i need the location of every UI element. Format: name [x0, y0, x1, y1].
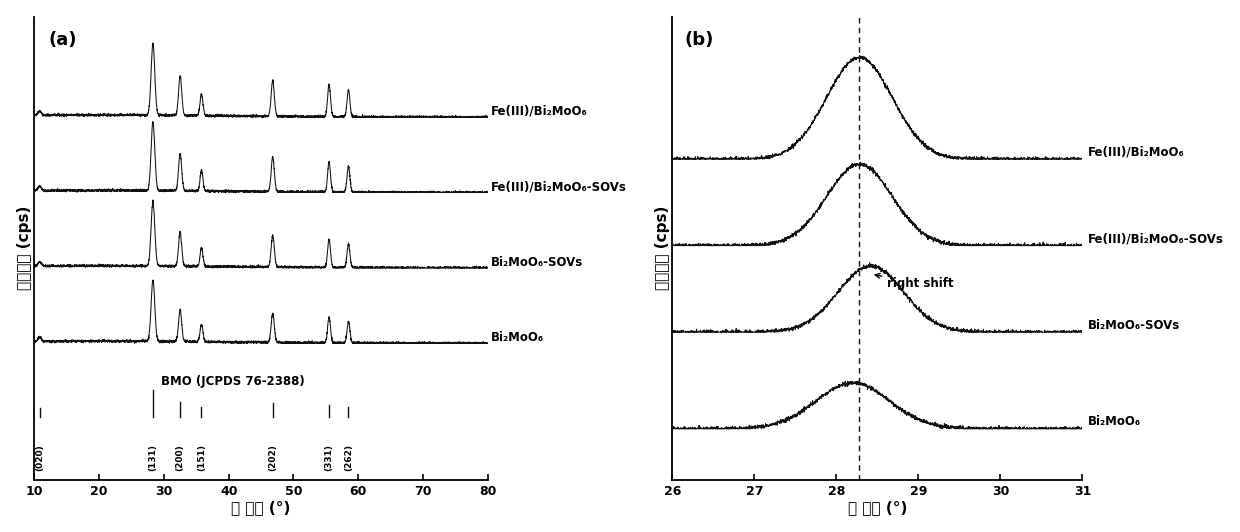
- Text: Fe(III)/Bi₂MoO₆-SOVs: Fe(III)/Bi₂MoO₆-SOVs: [491, 180, 626, 193]
- Text: (020): (020): [35, 444, 45, 470]
- Text: (262): (262): [343, 444, 353, 471]
- Text: (202): (202): [268, 444, 278, 471]
- X-axis label: 衍 射角 (°): 衍 射角 (°): [232, 500, 290, 516]
- Text: Bi₂MoO₆-SOVs: Bi₂MoO₆-SOVs: [1087, 319, 1179, 331]
- Text: Fe(III)/Bi₂MoO₆: Fe(III)/Bi₂MoO₆: [1087, 146, 1184, 159]
- Y-axis label: 衍射强度 (cps): 衍射强度 (cps): [655, 206, 670, 290]
- Text: (151): (151): [197, 444, 206, 471]
- Text: (200): (200): [176, 444, 185, 470]
- Text: Fe(III)/Bi₂MoO₆-SOVs: Fe(III)/Bi₂MoO₆-SOVs: [1087, 232, 1224, 245]
- Text: Bi₂MoO₆: Bi₂MoO₆: [1087, 415, 1141, 428]
- Text: (131): (131): [149, 444, 157, 471]
- Text: BMO (JCPDS 76-2388): BMO (JCPDS 76-2388): [161, 375, 305, 388]
- X-axis label: 衍 射角 (°): 衍 射角 (°): [848, 500, 908, 516]
- Text: (b): (b): [684, 30, 714, 48]
- Text: right shift: right shift: [875, 273, 954, 290]
- Text: (a): (a): [48, 30, 77, 48]
- Y-axis label: 衍射强度 (cps): 衍射强度 (cps): [16, 206, 32, 290]
- Text: Bi₂MoO₆-SOVs: Bi₂MoO₆-SOVs: [491, 256, 583, 269]
- Text: Bi₂MoO₆: Bi₂MoO₆: [491, 331, 544, 344]
- Text: (331): (331): [325, 444, 334, 471]
- Text: Fe(III)/Bi₂MoO₆: Fe(III)/Bi₂MoO₆: [491, 105, 588, 118]
